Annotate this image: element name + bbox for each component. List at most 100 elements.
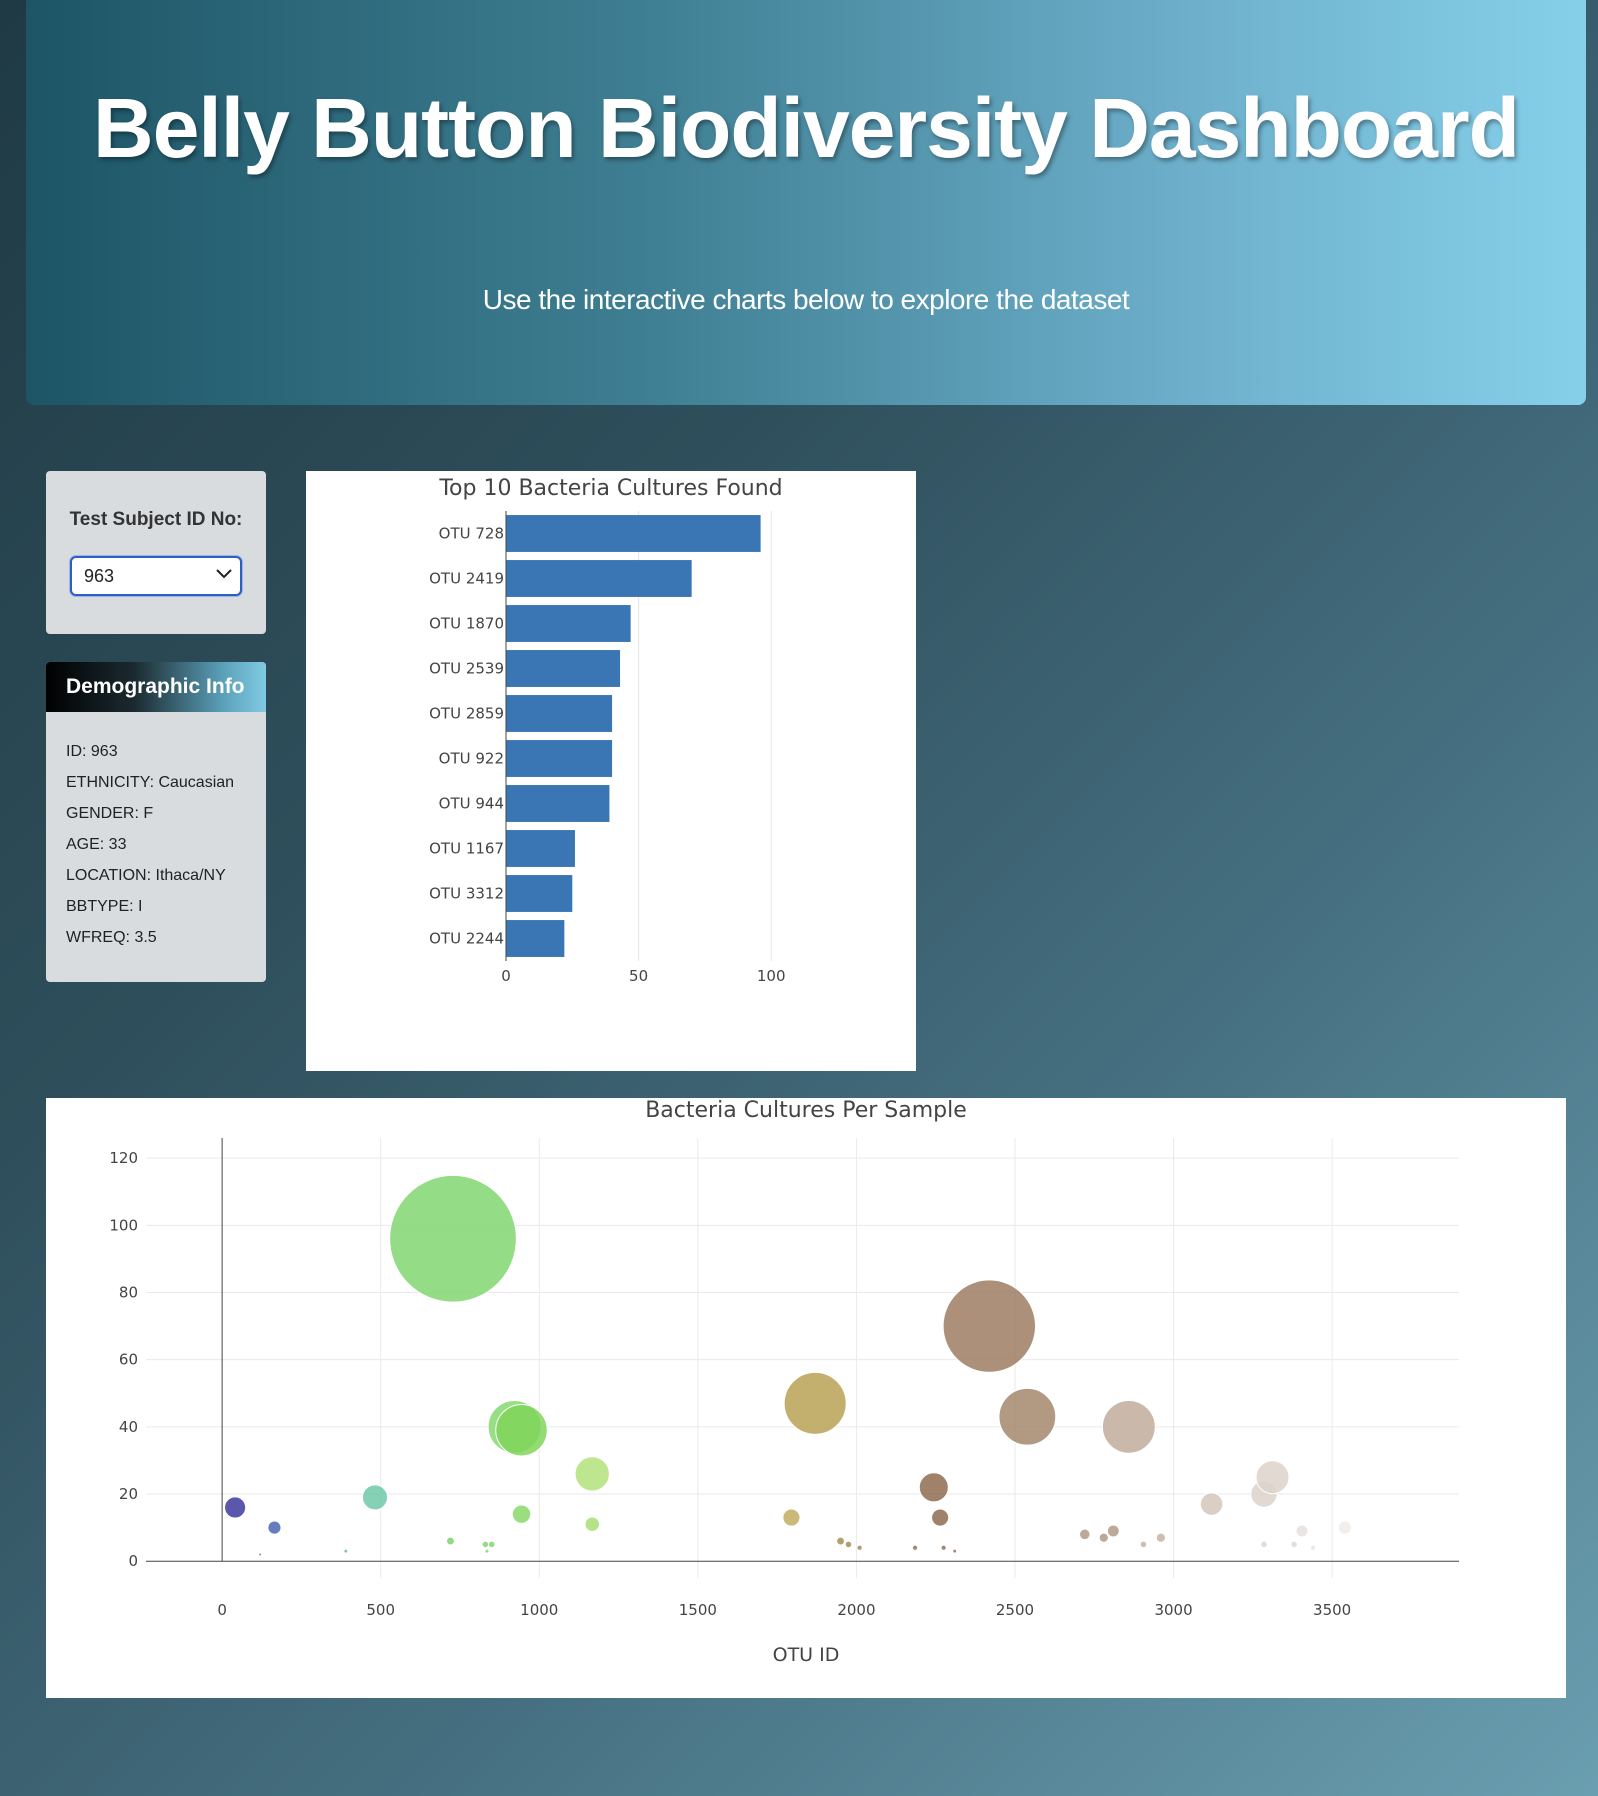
- bubble-point: [267, 1520, 282, 1535]
- demographic-info-header: Demographic Info: [46, 662, 266, 712]
- bubble-point: [998, 1387, 1057, 1446]
- bar-category-label: OTU 2419: [429, 570, 504, 588]
- demographic-row-gender: GENDER: F: [66, 805, 154, 822]
- bubble-x-tick-label: 1000: [520, 1601, 558, 1619]
- bubble-point: [1101, 1399, 1156, 1454]
- bar-category-label: OTU 1167: [429, 840, 504, 858]
- bubble-x-tick-label: 2500: [996, 1601, 1034, 1619]
- bubble-point: [343, 1548, 349, 1554]
- bubble-chart-title: Bacteria Cultures Per Sample: [645, 1098, 967, 1123]
- demographic-row-id: ID: 963: [66, 743, 118, 760]
- bubble-point: [911, 1544, 919, 1551]
- bubble-y-tick-label: 80: [119, 1284, 138, 1302]
- bubble-point: [446, 1536, 455, 1546]
- bubble-x-tick-label: 0: [217, 1601, 227, 1619]
- demographic-info-list: ID: 963 ETHNICITY: Caucasian GENDER: F A…: [66, 742, 234, 959]
- bubble-point: [940, 1544, 947, 1551]
- bubble-point: [952, 1548, 958, 1554]
- subject-selector-panel: Test Subject ID No: 963: [46, 471, 266, 634]
- bubble-point: [511, 1504, 532, 1524]
- bubble-x-tick-label: 3000: [1154, 1601, 1192, 1619]
- bubble-point: [783, 1371, 847, 1435]
- bubble-point: [1337, 1520, 1352, 1535]
- bubble-y-tick-label: 0: [128, 1552, 138, 1570]
- demographic-row-ethnicity: ETHNICITY: Caucasian: [66, 774, 235, 791]
- page-subtitle: Use the interactive charts below to expl…: [482, 284, 1130, 315]
- bar: [506, 830, 575, 867]
- bubble-x-axis-label: OTU ID: [773, 1644, 840, 1666]
- bar: [506, 740, 613, 777]
- bubble-point: [1106, 1524, 1120, 1538]
- bubble-point: [1260, 1540, 1268, 1549]
- bubble-chart-card: Bacteria Cultures Per Sample 0 20 40 60 80 100…: [46, 1098, 1566, 1698]
- bar-x-tick-label: 100: [757, 967, 786, 985]
- bubble-point: [584, 1516, 600, 1533]
- demographic-row-wfreq: WFREQ: 3.5: [66, 929, 157, 946]
- bubble-point: [574, 1456, 610, 1492]
- bubble-y-tick-label: 60: [119, 1351, 138, 1369]
- bar: [506, 785, 610, 822]
- bubble-point: [1290, 1540, 1298, 1549]
- bubble-point: [918, 1472, 949, 1503]
- bubble-y-tick-label: 20: [119, 1485, 138, 1503]
- bar: [506, 695, 613, 732]
- demographic-row-age: AGE: 33: [66, 836, 127, 853]
- bubble-point: [931, 1508, 950, 1527]
- bar: [506, 515, 761, 552]
- bubble-point: [1098, 1532, 1109, 1543]
- bar-category-label: OTU 2244: [429, 930, 504, 948]
- bubble-point: [495, 1403, 548, 1457]
- bubble-point: [1255, 1460, 1290, 1495]
- bubble-point: [856, 1544, 863, 1551]
- bar-x-tick-label: 0: [501, 967, 511, 985]
- bubble-point: [1295, 1524, 1309, 1538]
- bubble-point: [1078, 1528, 1091, 1541]
- bar-category-label: OTU 922: [439, 750, 504, 768]
- bar-category-label: OTU 2859: [429, 705, 504, 723]
- bubble-point: [782, 1508, 801, 1527]
- bar-category-label: OTU 944: [439, 795, 504, 813]
- bubble-y-tick-label: 100: [109, 1216, 138, 1234]
- chevron-down-icon: [216, 569, 232, 579]
- bubble-point: [361, 1484, 389, 1511]
- bubble-x-tick-label: 1500: [679, 1601, 717, 1619]
- bar-category-label: OTU 1870: [429, 615, 504, 633]
- subject-id-select[interactable]: 963: [70, 556, 242, 596]
- bubble-point: [1199, 1492, 1224, 1516]
- header-banner: Belly Button Biodiversity Dashboard Use …: [26, 0, 1586, 405]
- bar-x-tick-label: 50: [629, 967, 648, 985]
- bar-chart-title: Top 10 Bacteria Cultures Found: [438, 476, 782, 501]
- bubble-point: [389, 1174, 517, 1303]
- bubble-x-tick-label: 500: [366, 1601, 395, 1619]
- bubble-chart[interactable]: Bacteria Cultures Per Sample 0 20 40 60 80 100…: [46, 1098, 1566, 1698]
- demographic-info-title: Demographic Info: [66, 675, 245, 698]
- subject-selector-label: Test Subject ID No:: [69, 509, 243, 530]
- bubble-point: [836, 1536, 846, 1546]
- bubble-y-tick-label: 120: [109, 1149, 138, 1167]
- bubble-point: [258, 1552, 263, 1557]
- bar-category-label: OTU 2539: [429, 660, 504, 678]
- bar: [506, 650, 621, 687]
- bubble-point: [484, 1548, 490, 1554]
- bubble-x-tick-label: 2000: [837, 1601, 875, 1619]
- bar-category-label: OTU 3312: [429, 885, 504, 903]
- demographic-row-location: LOCATION: Ithaca/NY: [66, 867, 226, 884]
- demographic-info-panel: Demographic Info ID: 963 ETHNICITY: Cauc…: [46, 662, 266, 982]
- bar-chart-card: Top 10 Bacteria Cultures Found 0 50 100 OTU …: [306, 471, 916, 1071]
- bubble-x-tick-label: 3500: [1313, 1601, 1351, 1619]
- bar: [506, 875, 573, 912]
- bar: [506, 920, 565, 957]
- bar-category-label: OTU 728: [439, 525, 504, 543]
- bubble-point: [1309, 1544, 1317, 1551]
- bubble-point: [224, 1496, 247, 1519]
- bar: [506, 560, 692, 597]
- bubble-point: [487, 1540, 496, 1549]
- bubble-point: [1139, 1540, 1148, 1549]
- subject-id-value: 963: [84, 566, 115, 586]
- bar: [506, 605, 631, 642]
- page-title: Belly Button Biodiversity Dashboard: [93, 81, 1520, 175]
- bubble-y-tick-label: 40: [119, 1418, 138, 1436]
- bubble-point: [1155, 1532, 1166, 1543]
- bubble-point: [844, 1540, 853, 1549]
- top10-bar-chart[interactable]: Top 10 Bacteria Cultures Found 0 50 100 OTU …: [306, 471, 916, 1071]
